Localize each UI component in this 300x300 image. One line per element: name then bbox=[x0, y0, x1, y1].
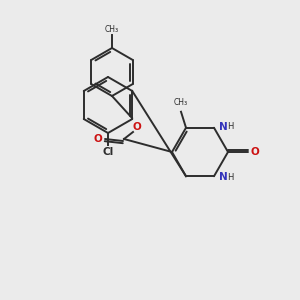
Text: O: O bbox=[133, 122, 141, 132]
Text: Cl: Cl bbox=[102, 147, 114, 157]
Text: O: O bbox=[94, 134, 102, 144]
Text: CH₃: CH₃ bbox=[174, 98, 188, 107]
Text: N: N bbox=[219, 122, 228, 132]
Text: H: H bbox=[227, 173, 233, 182]
Text: N: N bbox=[219, 172, 228, 182]
Text: O: O bbox=[250, 147, 260, 157]
Text: CH₃: CH₃ bbox=[105, 25, 119, 34]
Text: H: H bbox=[227, 122, 233, 131]
